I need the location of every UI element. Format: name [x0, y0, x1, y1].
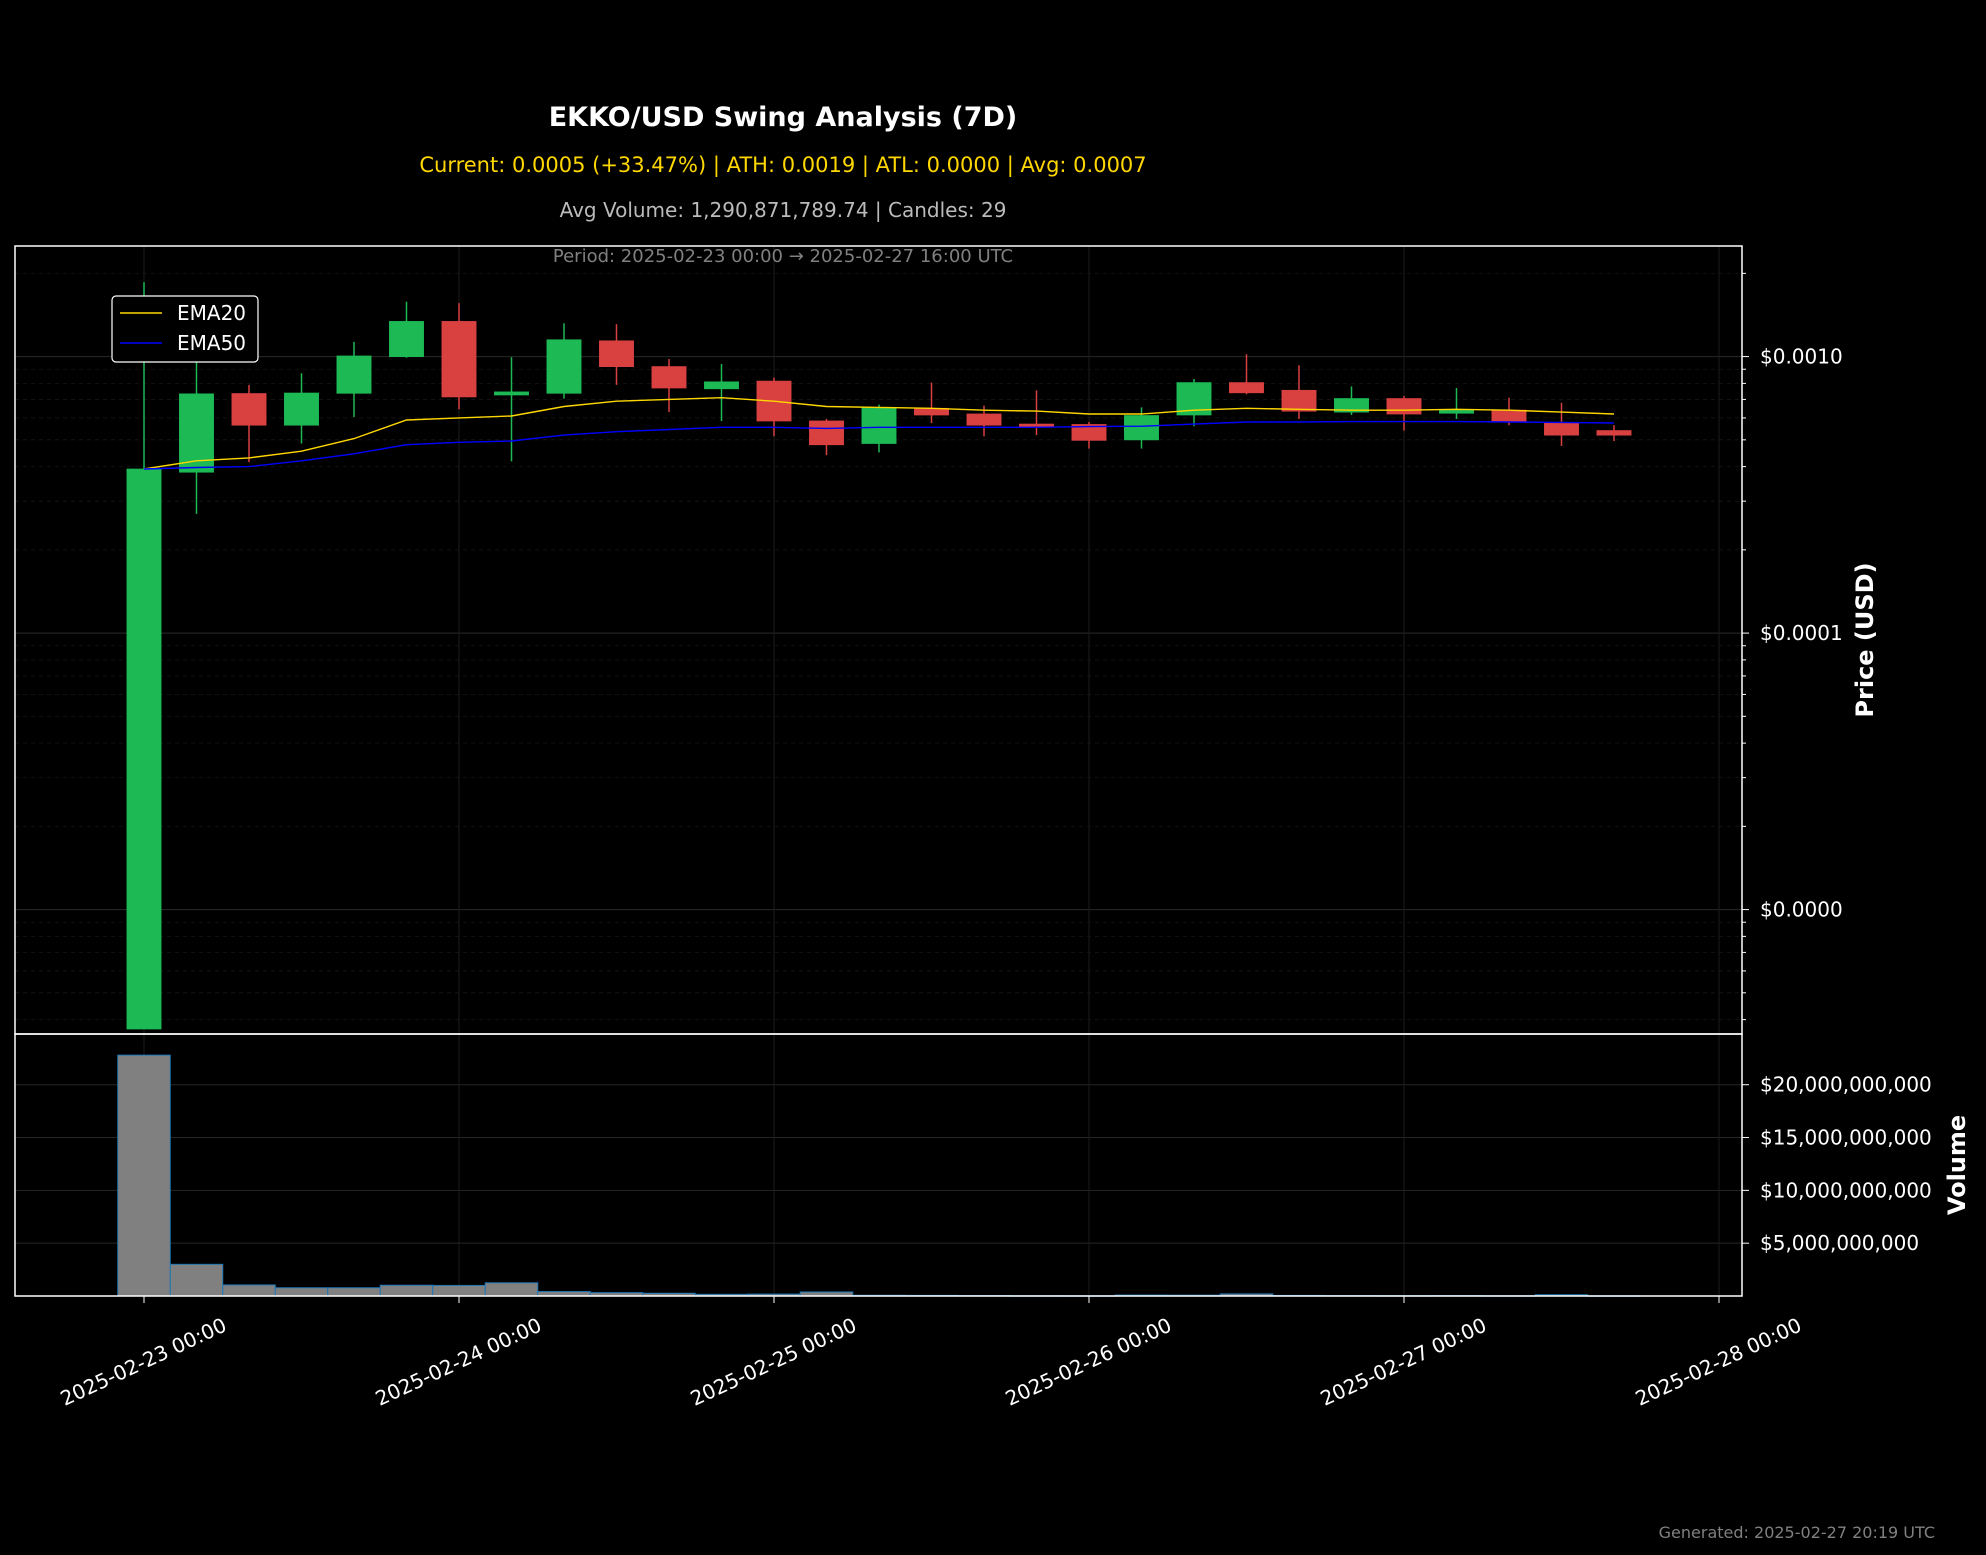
price-tick-label: $0.0001 [1760, 621, 1843, 645]
chart-volume-subtitle: Avg Volume: 1,290,871,789.74 | Candles: … [560, 198, 1007, 222]
candles-group [126, 282, 1632, 1030]
ema-line-ema20 [143, 396, 1615, 470]
candle-body-down [809, 420, 844, 446]
price-tick-label: $0.0010 [1760, 345, 1843, 369]
volume-bar [222, 1284, 276, 1297]
ema-lines [143, 396, 1615, 470]
volume-axis-ticks: $5,000,000,000 $10,000,000,000 $15,000,000… [1742, 1073, 1932, 1255]
volume-bar [169, 1263, 224, 1297]
candle-body-down [1071, 424, 1107, 441]
volume-tick-label: $15,000,000,000 [1760, 1126, 1932, 1150]
legend-label-ema20: EMA20 [177, 301, 246, 325]
chart-title: EKKO/USD Swing Analysis (7D) [549, 102, 1018, 133]
candle-body-down [966, 413, 1002, 426]
candle-body-down [1596, 430, 1632, 436]
price-axis-ticks: $0.0010 $0.0001 $0.0000 [1742, 272, 1843, 1021]
x-tick-label: 2025-02-28 00:00 [1632, 1313, 1805, 1411]
ema-line-ema50 [143, 420, 1615, 470]
candle-body-down [1386, 398, 1422, 415]
volume-axis-label: Volume [1943, 1115, 1971, 1215]
legend: EMA20 EMA50 [111, 295, 259, 363]
x-tick-label: 2025-02-23 00:00 [57, 1313, 230, 1411]
candle-body-up [179, 393, 214, 473]
chart-stats-subtitle: Current: 0.0005 (+33.47%) | ATH: 0.0019 … [419, 153, 1146, 178]
x-axis-ticks: 2025-02-23 00:00 2025-02-24 00:00 2025-02-… [57, 1296, 1805, 1411]
candle-body-up [494, 391, 529, 396]
volume-bar [117, 1054, 171, 1297]
volume-axes-frame [14, 1033, 1743, 1297]
candle-body-up [1334, 398, 1369, 413]
candle-body-up [861, 407, 897, 444]
candle-body-up [704, 381, 739, 390]
candle-body-up [336, 355, 372, 394]
candle-body-down [1229, 382, 1264, 394]
volume-bar [379, 1284, 434, 1297]
candle-body-up [284, 392, 319, 426]
candle-body-up [126, 468, 162, 1030]
candle-body-down [231, 393, 267, 426]
volume-bar [327, 1287, 381, 1297]
legend-label-ema50: EMA50 [177, 331, 246, 355]
candle-body-up [1124, 415, 1159, 441]
volume-bars [117, 1054, 1641, 1297]
generated-footer: Generated: 2025-02-27 20:19 UTC [1659, 1523, 1935, 1542]
x-tick-label: 2025-02-24 00:00 [372, 1313, 545, 1411]
x-tick-label: 2025-02-25 00:00 [687, 1313, 860, 1411]
price-axis-label: Price (USD) [1851, 562, 1879, 717]
volume-tick-label: $5,000,000,000 [1760, 1231, 1919, 1255]
candle-body-down [599, 340, 634, 368]
price-axes-frame [14, 245, 1743, 1035]
price-grid [15, 272, 1742, 1021]
volume-tick-label: $10,000,000,000 [1760, 1178, 1932, 1202]
candle-body-up [1439, 409, 1474, 414]
volume-bar [274, 1287, 329, 1297]
candle-body-up [546, 339, 582, 394]
period-label: Period: 2025-02-23 00:00 → 2025-02-27 16… [553, 246, 1013, 267]
volume-bar [484, 1282, 539, 1297]
price-tick-label: $0.0000 [1760, 898, 1843, 922]
candle-body-up [389, 321, 424, 357]
candle-body-down [1281, 389, 1317, 412]
volume-tick-label: $20,000,000,000 [1760, 1073, 1932, 1097]
candle-body-down [1491, 409, 1527, 423]
volume-bar [432, 1284, 486, 1297]
volume-grid [15, 1084, 1742, 1244]
x-tick-label: 2025-02-27 00:00 [1317, 1313, 1490, 1411]
candle-body-down [651, 366, 687, 389]
candle-body-down [441, 321, 477, 398]
x-tick-label: 2025-02-26 00:00 [1002, 1313, 1175, 1411]
candle-body-down [1544, 422, 1579, 436]
